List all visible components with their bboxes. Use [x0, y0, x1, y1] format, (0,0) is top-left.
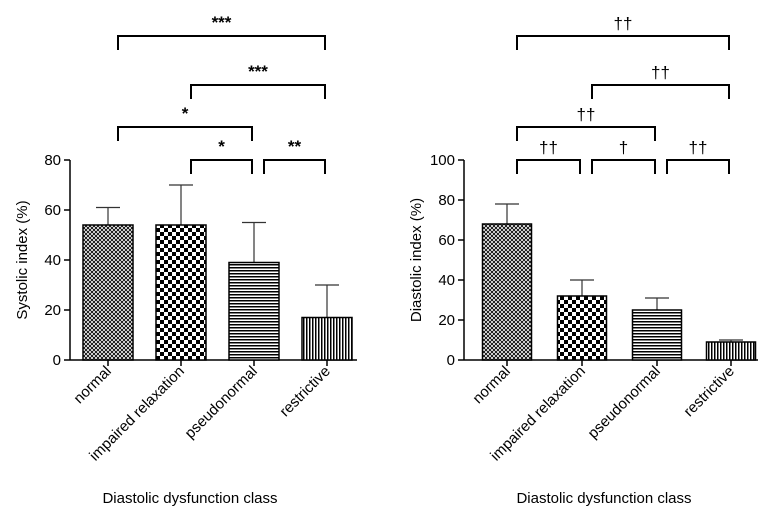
significance-label: **	[288, 137, 302, 156]
x-axis-label: Diastolic dysfunction class	[102, 490, 277, 507]
significance-bracket	[516, 35, 730, 50]
significance-bracket	[591, 159, 656, 174]
y-tick-label: 100	[430, 152, 455, 169]
diastolic-index-chart: Diastolic index (%) Diastolic dysfunctio…	[408, 14, 758, 507]
significance-bracket	[666, 159, 730, 174]
y-axis-label: Systolic index (%)	[14, 200, 31, 319]
x-tick-label: normal	[70, 363, 114, 407]
bar-pseudonormal	[631, 309, 683, 361]
significance-label: ††	[689, 138, 708, 157]
bar-restrictive	[301, 316, 353, 361]
y-tick-label: 0	[53, 352, 61, 369]
y-tick-label: 20	[438, 312, 455, 329]
bar-restrictive	[705, 341, 757, 361]
bar-normal	[82, 224, 134, 361]
significance-label: ***	[248, 62, 268, 81]
bar-impaired-relaxation	[556, 295, 608, 361]
bar-normal	[481, 223, 533, 361]
x-tick-label: restrictive	[680, 363, 737, 420]
x-tick-label: normal	[469, 363, 513, 407]
bar-pseudonormal	[228, 261, 280, 361]
significance-bracket	[516, 159, 581, 174]
significance-bracket	[117, 35, 326, 50]
systolic-index-chart: Systolic index (%) Diastolic dysfunction…	[14, 13, 357, 507]
significance-label: *	[218, 137, 225, 156]
significance-label: ††	[651, 63, 670, 82]
y-tick-label: 40	[438, 272, 455, 289]
significance-label: ††	[577, 105, 596, 124]
significance-label: †	[619, 138, 628, 157]
significance-bracket	[190, 159, 253, 174]
y-tick-label: 0	[447, 352, 455, 369]
significance-label: *	[182, 104, 189, 123]
x-tick-label: restrictive	[276, 363, 333, 420]
x-axis-label: Diastolic dysfunction class	[516, 490, 691, 507]
y-tick-label: 60	[438, 232, 455, 249]
y-tick-label: 80	[438, 192, 455, 209]
significance-bracket	[516, 126, 656, 141]
y-tick-label: 40	[44, 252, 61, 269]
y-axis-label: Diastolic index (%)	[408, 198, 425, 322]
significance-label: ††	[539, 138, 558, 157]
significance-bracket	[117, 126, 253, 141]
bar-impaired-relaxation	[155, 224, 207, 361]
significance-bracket	[263, 159, 326, 174]
x-tick-label: pseudonormal	[585, 363, 664, 442]
significance-bracket	[591, 84, 730, 99]
y-tick-label: 80	[44, 152, 61, 169]
x-tick-label: pseudonormal	[182, 363, 261, 442]
y-tick-label: 20	[44, 302, 61, 319]
y-tick-label: 60	[44, 202, 61, 219]
significance-label: ***	[212, 13, 232, 32]
significance-bracket	[190, 84, 326, 99]
significance-label: ††	[614, 14, 633, 33]
